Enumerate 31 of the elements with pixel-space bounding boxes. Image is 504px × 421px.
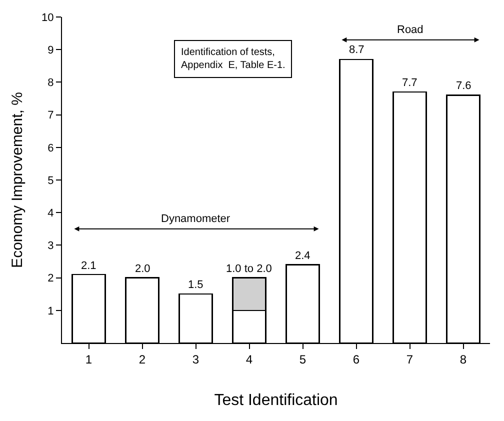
annotation: Dynamometer (161, 213, 230, 225)
x-tick-label: 4 (246, 352, 253, 366)
y-tick-label: 1 (48, 305, 54, 318)
y-tick-label: 5 (48, 174, 54, 187)
x-tick-label: 5 (299, 352, 306, 366)
data-label: 8.7 (349, 44, 364, 56)
y-tick-label: 10 (42, 12, 54, 24)
y-axis-title: Economy Improvement, % (8, 92, 26, 268)
y-tick-label: 9 (48, 44, 54, 56)
data-label: 7.7 (402, 77, 418, 89)
data-label: 7.6 (456, 80, 472, 92)
x-axis-title: Test Identification (214, 392, 338, 410)
y-tick-label: 7 (48, 110, 54, 122)
x-tick-label: 8 (460, 352, 467, 366)
data-label: 2.1 (81, 260, 96, 272)
y-tick-label: 3 (48, 240, 54, 252)
annotation: Road (397, 24, 424, 36)
x-tick-label: 1 (85, 352, 92, 366)
data-label: 2.0 (135, 263, 150, 275)
annotation: Identification of tests, Appendix E, Table E-1. (181, 47, 286, 71)
y-tick-label: 8 (48, 77, 54, 90)
x-tick-label: 2 (138, 352, 146, 366)
x-tick-label: 3 (192, 352, 200, 366)
x-tick-label: 7 (406, 352, 414, 366)
y-tick-label: 2 (48, 272, 54, 285)
y-tick-label: 4 (48, 207, 54, 220)
data-label: 2.4 (295, 250, 310, 262)
data-label: 1.5 (188, 279, 204, 291)
data-label: 1.0 to 2.0 (226, 263, 272, 275)
y-tick-label: 6 (48, 142, 54, 154)
x-tick-label: 6 (352, 352, 360, 366)
